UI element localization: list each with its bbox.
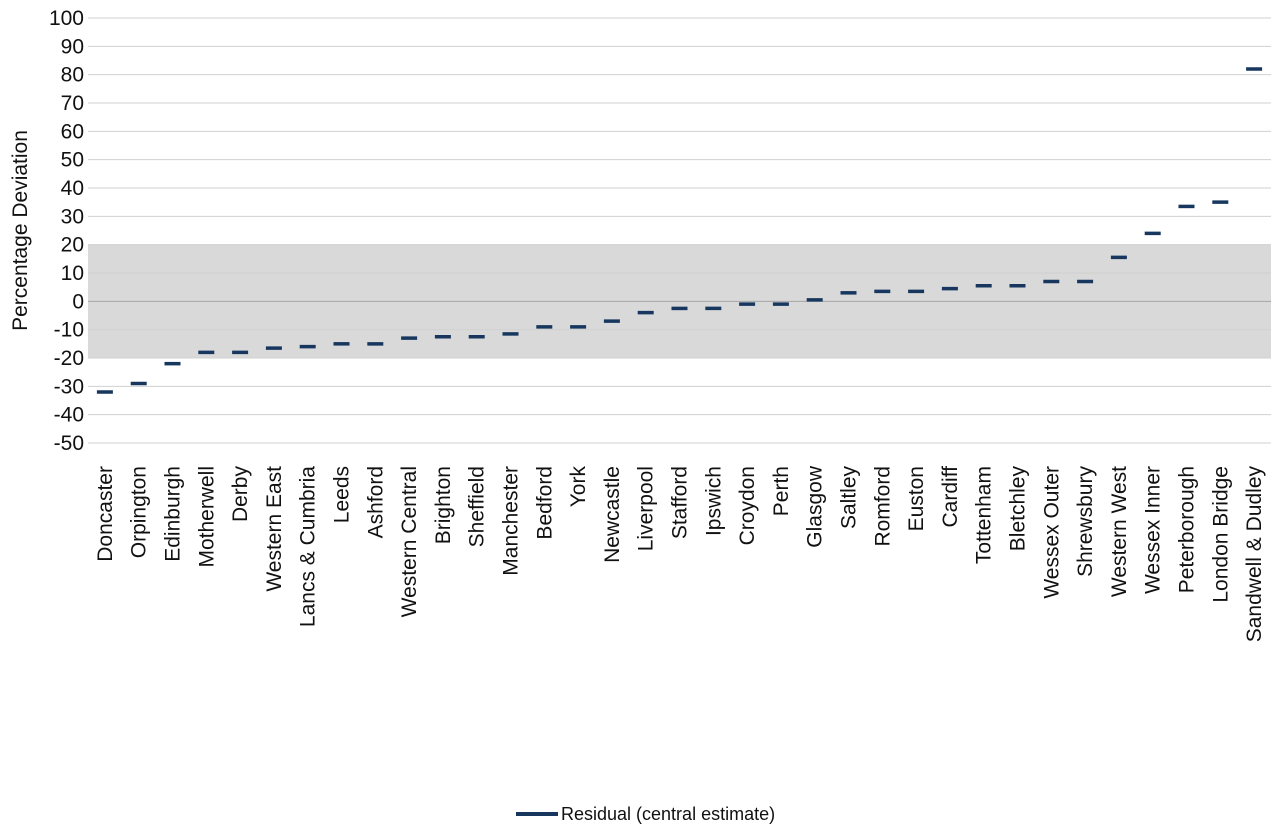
x-tick-label: Ipswich [702, 466, 725, 536]
x-tick-label: Tottenham [973, 466, 996, 564]
x-tick-label: Peterborough [1176, 466, 1199, 593]
x-tick-label: Western East [263, 466, 286, 592]
y-tick-label: 50 [61, 149, 84, 172]
y-tick-label: 0 [72, 290, 84, 313]
x-tick-label: Sandwell & Dudley [1243, 466, 1266, 643]
x-tick-label: Motherwell [195, 466, 218, 568]
x-tick-label: Wessex Inner [1142, 466, 1165, 594]
y-tick-label: 30 [61, 205, 84, 228]
x-tick-label: Croydon [736, 466, 759, 545]
x-tick-label: Edinburgh [162, 466, 185, 562]
x-tick-label: London Bridge [1209, 466, 1232, 603]
x-tick-label: Stafford [669, 466, 692, 539]
y-tick-label: -10 [54, 319, 84, 342]
y-tick-label: 80 [61, 64, 84, 87]
y-tick-label: -50 [54, 432, 84, 455]
x-tick-label: Cardiff [939, 466, 962, 528]
y-tick-label: 20 [61, 234, 84, 257]
x-tick-label: Bletchley [1007, 466, 1030, 552]
y-tick-label: 40 [61, 177, 84, 200]
y-tick-label: 10 [61, 262, 84, 285]
y-tick-label: 60 [61, 120, 84, 143]
x-tick-label: Sheffield [466, 466, 489, 547]
x-tick-label: Lancs & Cumbria [297, 466, 320, 627]
x-tick-label: Perth [770, 466, 793, 516]
x-tick-label: Euston [905, 466, 928, 531]
legend: Residual (central estimate) [516, 804, 775, 824]
x-tick-label: Doncaster [94, 466, 117, 562]
y-axis-title: Percentage Deviation [9, 130, 32, 331]
legend-label: Residual (central estimate) [561, 804, 775, 824]
data-markers [96, 67, 1263, 394]
y-tick-label: -30 [54, 375, 84, 398]
x-tick-label: Western Central [398, 466, 421, 617]
y-tick-label: -40 [54, 404, 84, 427]
gridlines [88, 17, 1271, 444]
x-tick-label: Saltley [838, 466, 861, 530]
y-tick-label: -20 [54, 347, 84, 370]
x-axis-ticks: Doncaster Orpington Edinburgh Motherwell Der… [94, 465, 1266, 642]
x-tick-label: Orpington [128, 466, 151, 558]
x-tick-label: York [567, 466, 590, 508]
x-tick-label: Western West [1108, 466, 1131, 597]
x-tick-label: Ashford [364, 466, 387, 538]
x-tick-label: Wessex Outer [1040, 466, 1063, 599]
x-tick-label: Brighton [432, 466, 455, 544]
x-tick-label: Leeds [331, 466, 354, 523]
x-tick-label: Derby [229, 466, 252, 523]
x-tick-label: Glasgow [804, 465, 827, 548]
y-tick-label: 90 [61, 35, 84, 58]
x-tick-label: Manchester [500, 466, 523, 576]
x-tick-label: Romford [871, 466, 894, 547]
x-tick-label: Shrewsbury [1074, 466, 1097, 577]
y-tick-label: 100 [49, 7, 84, 30]
x-tick-label: Bedford [533, 466, 556, 540]
y-tick-label: 70 [61, 92, 84, 115]
x-tick-label: Newcastle [601, 466, 624, 563]
x-tick-label: Liverpool [635, 466, 658, 551]
